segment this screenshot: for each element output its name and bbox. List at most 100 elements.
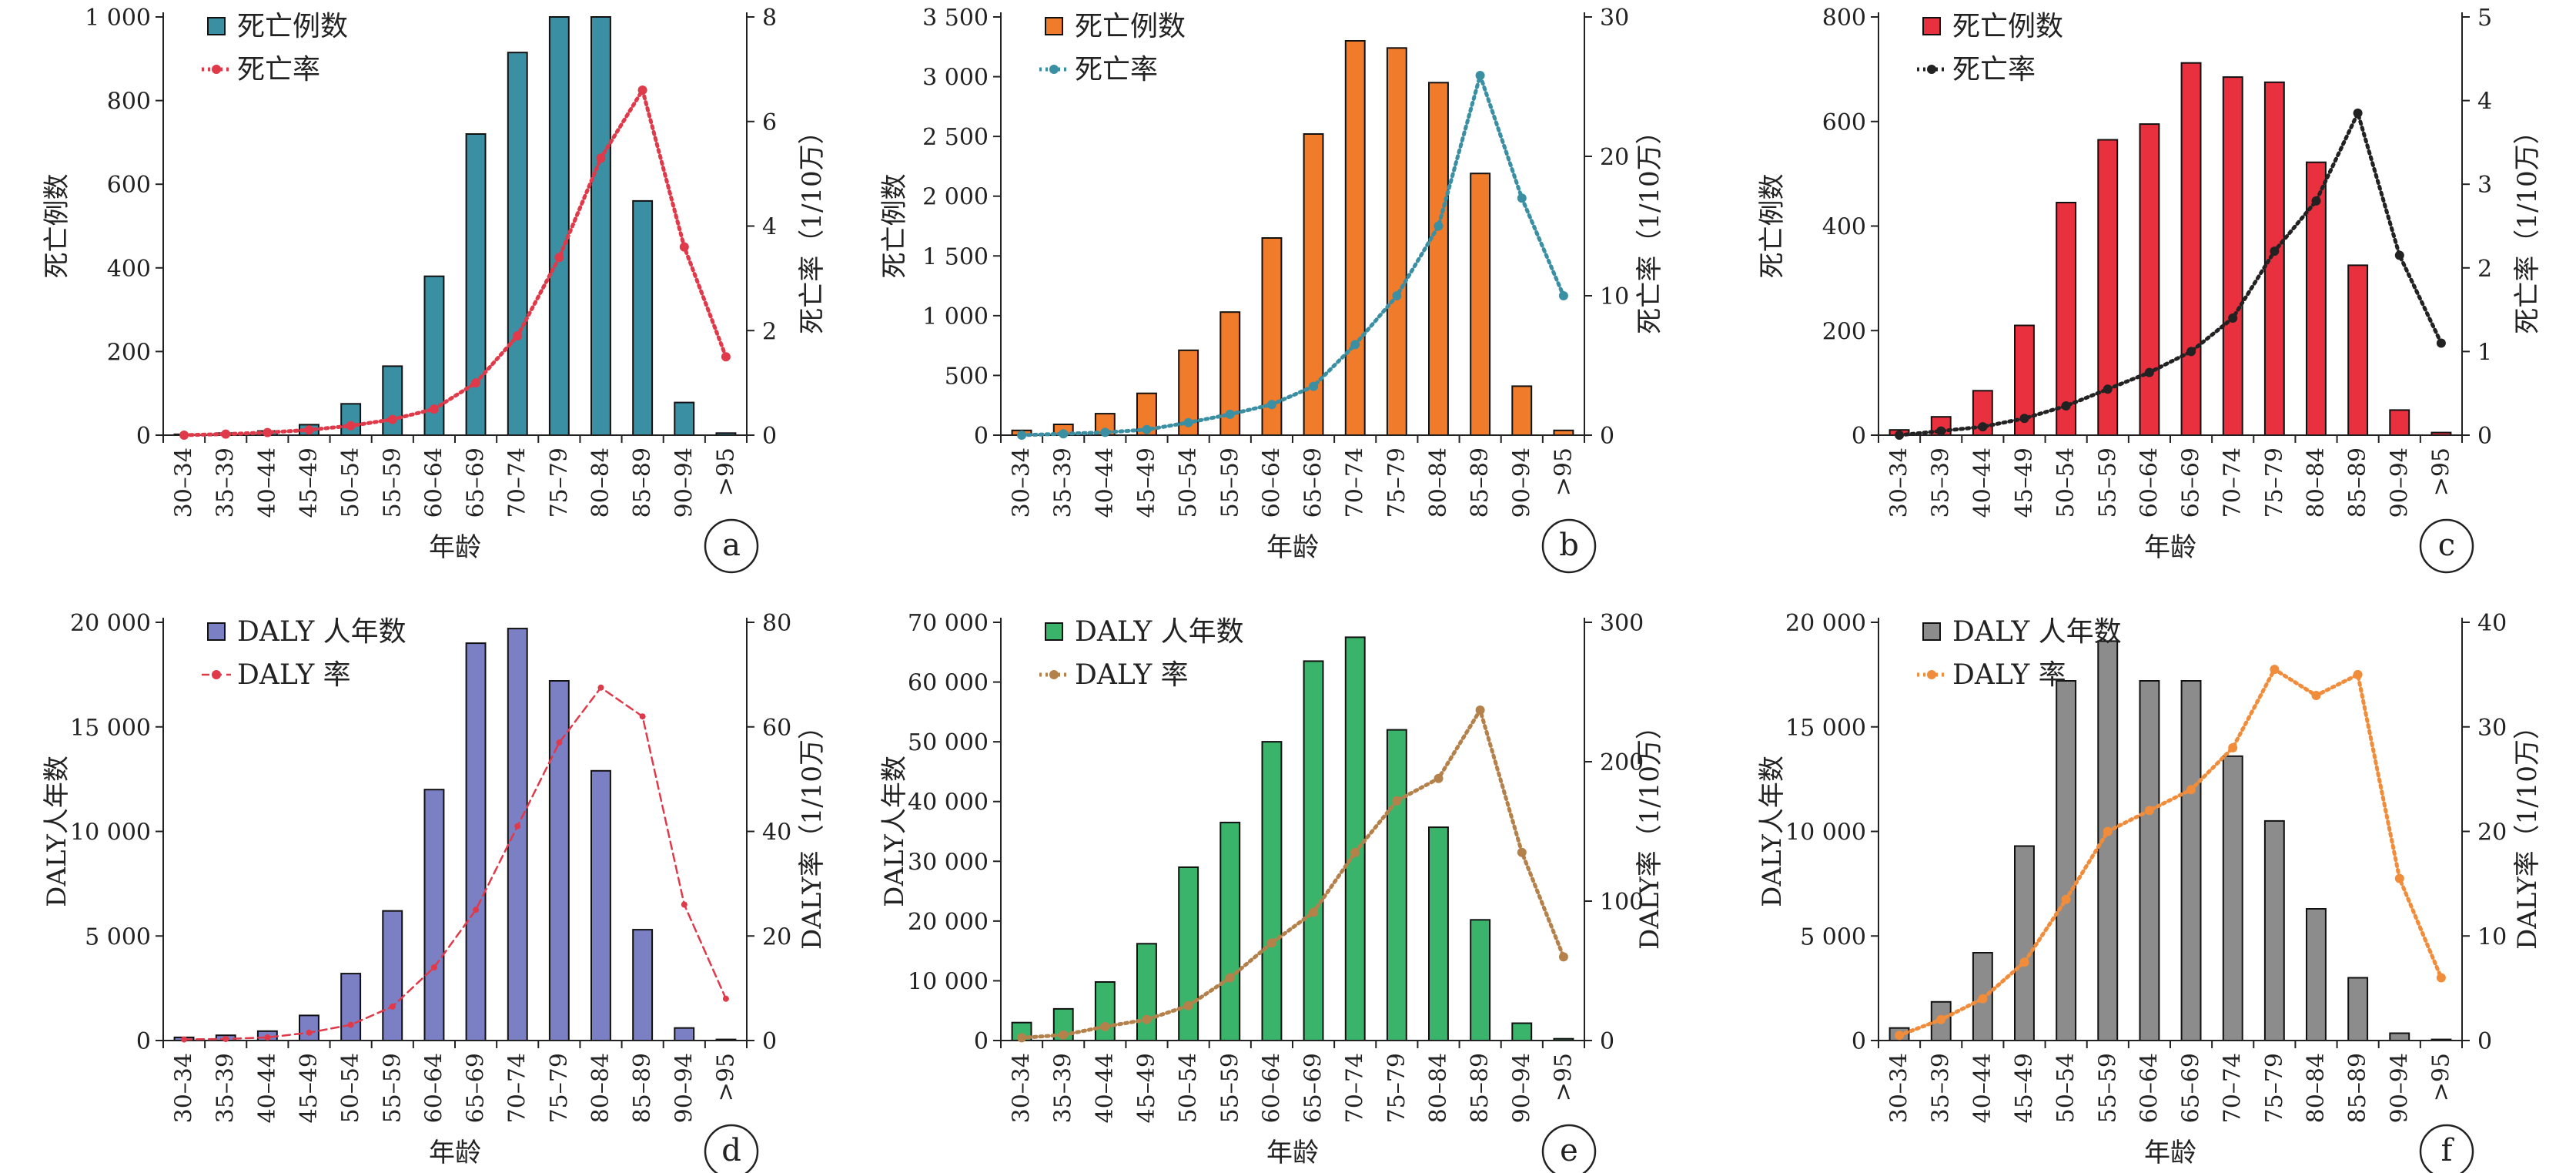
bar-c-9 [2263,81,2285,437]
line-point-f-6 [2144,806,2154,816]
line-point-c-4 [2061,401,2071,411]
y-tick-label-b-5: 2 500 [922,124,989,151]
bar-e-12 [1511,1022,1533,1041]
x-tick-label-c-9: 75–79 [2261,447,2288,518]
y2-tick-label-c-5: 5 [2477,5,2492,32]
line-point-f-10 [2311,691,2321,700]
y2-tick-label-b-3: 30 [1600,5,1629,32]
bar-f-7 [2180,680,2202,1041]
y2-tick-label-e-3: 300 [1600,610,1644,637]
bar-a-5 [382,365,403,436]
line-point-a-0 [179,431,189,440]
bar-e-4 [1178,866,1199,1041]
y2-axis-title-f: DALY率（1/10万） [2512,713,2543,950]
y-tick-label-c-4: 800 [1822,5,1866,32]
x-tick-label-f-12: 90–94 [2386,1053,2413,1123]
legend-swatch-bar-c [1922,17,1941,35]
x-axis-title-b: 年龄 [1266,532,1319,563]
x-tick-label-d-13: >95 [712,1053,739,1101]
x-tick-label-e-11: 85–89 [1467,1053,1494,1123]
line-point-a-1 [221,429,231,439]
x-tick-label-b-3: 45–49 [1133,447,1160,518]
line-point-e-1 [1059,1030,1069,1040]
line-point-c-10 [2311,196,2321,206]
line-point-b-11 [1475,71,1485,80]
x-tick-label-f-4: 50–54 [2052,1053,2079,1123]
line-point-a-13 [721,352,731,362]
bar-f-8 [2222,755,2243,1041]
x-tick-label-b-1: 35–39 [1050,447,1077,518]
bar-d-3 [299,1014,319,1042]
y2-tick-label-d-0: 0 [762,1028,777,1055]
y-tick-label-e-0: 0 [974,1028,989,1055]
line-point-c-2 [1978,422,1988,432]
x-tick-label-a-13: >95 [712,447,739,496]
x-tick-label-d-6: 60–64 [420,1053,447,1123]
x-tick-label-e-13: >95 [1550,1053,1577,1101]
bar-d-10 [590,769,611,1041]
bar-c-11 [2347,264,2369,436]
x-tick-label-f-3: 45–49 [2011,1053,2038,1123]
bar-d-8 [507,628,528,1041]
line-point-f-5 [2103,826,2113,836]
bar-b-10 [1428,82,1449,437]
chart-panel-b: 0 500 1 000 1 500 2 000 2 500 3 000 3 500 0 10 20 3… [879,5,1665,574]
line-point-e-9 [1392,796,1402,806]
y2-tick-label-e-0: 0 [1600,1028,1614,1055]
bar-c-8 [2222,76,2243,436]
x-tick-label-a-0: 30–34 [171,447,198,518]
x-tick-label-c-7: 65–69 [2178,447,2205,518]
y-tick-label-e-2: 20 000 [908,909,989,936]
x-tick-label-a-11: 85–89 [629,447,656,518]
bar-f-3 [2014,845,2035,1041]
bar-f-10 [2306,908,2327,1041]
y-tick-label-c-0: 0 [1852,423,1866,450]
x-tick-label-c-2: 40–44 [1969,447,1996,518]
x-tick-label-b-11: 85–89 [1467,447,1494,518]
y-tick-label-d-4: 20 000 [70,610,151,637]
x-axis-title-c: 年龄 [2144,532,2196,563]
line-point-e-4 [1183,1000,1193,1010]
line-c [1897,107,2444,437]
y-tick-label-d-2: 10 000 [70,819,151,846]
y2-tick-label-c-4: 4 [2477,89,2492,116]
x-tick-label-a-2: 40–44 [254,447,281,518]
x-tick-label-d-10: 80–84 [587,1053,614,1123]
legend-label-bar-c: 死亡例数 [1952,11,2063,42]
panel-label-d: d [721,1133,741,1168]
y-tick-label-c-3: 600 [1822,109,1866,136]
x-axis-title-e: 年龄 [1266,1138,1319,1168]
panel-label-c: c [2438,528,2455,563]
x-tick-label-f-13: >95 [2427,1053,2454,1101]
y-tick-label-e-6: 60 000 [908,670,989,697]
x-tick-label-d-3: 45–49 [296,1053,323,1123]
line-point-b-2 [1100,427,1110,437]
x-tick-label-f-6: 60–64 [2136,1053,2163,1123]
x-tick-label-b-8: 70–74 [1342,447,1369,518]
bar-f-12 [2389,1032,2410,1041]
x-tick-label-c-8: 70–74 [2220,447,2246,518]
x-tick-label-b-4: 50–54 [1175,447,1202,518]
x-tick-label-d-11: 85–89 [629,1053,656,1123]
bar-e-10 [1428,826,1449,1041]
y2-tick-label-f-3: 30 [2477,715,2507,742]
bar-d-9 [548,680,570,1041]
bar-c-12 [2389,409,2410,437]
line-point-b-13 [1558,291,1568,300]
bar-d-4 [340,973,362,1041]
line-point-b-7 [1309,381,1319,391]
x-tick-label-b-12: 90–94 [1508,447,1535,518]
line-point-d-5 [389,1003,396,1010]
line-point-f-13 [2436,973,2446,983]
line-point-e-13 [1558,952,1568,962]
legend-label-line-f: DALY 率 [1952,659,2066,691]
x-tick-label-a-5: 55–59 [379,447,406,518]
legend-label-line-e: DALY 率 [1075,659,1189,691]
line-point-a-4 [346,421,356,431]
x-tick-label-e-12: 90–94 [1508,1053,1535,1123]
line-point-f-9 [2270,665,2280,675]
y-tick-label-a-1: 200 [107,339,151,366]
line-point-d-6 [430,964,437,970]
x-tick-label-b-2: 40–44 [1092,447,1119,518]
panel-label-circle-d [704,1124,759,1173]
